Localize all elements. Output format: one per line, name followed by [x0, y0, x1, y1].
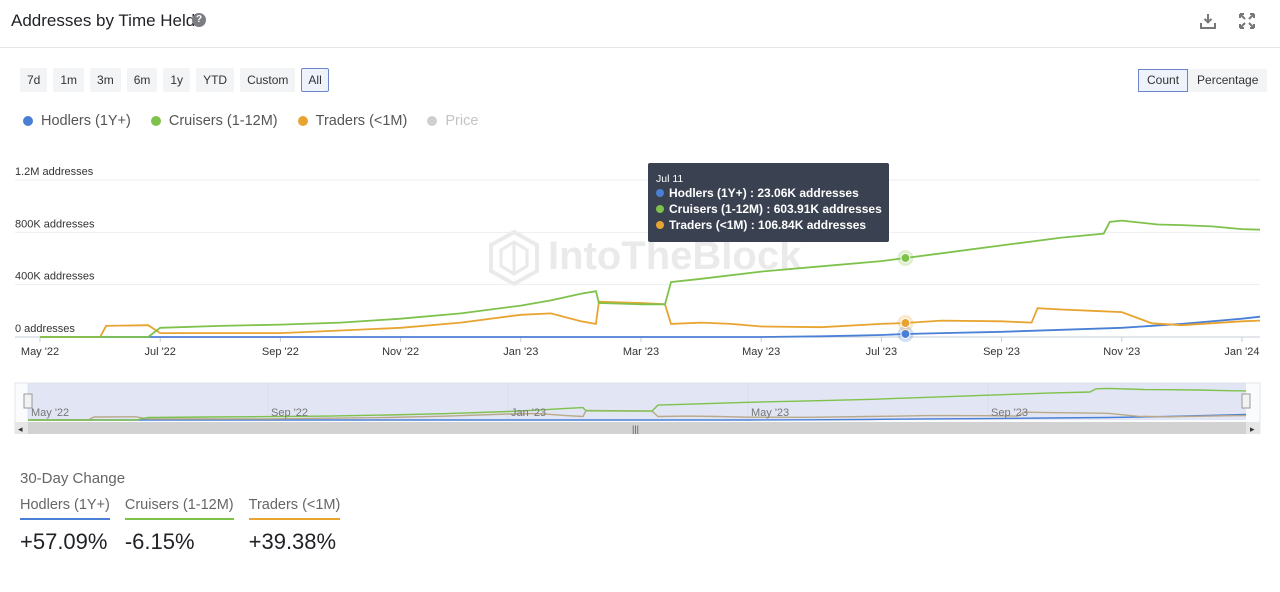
x-tick-label: Jul '23	[866, 346, 897, 358]
change-label-hodlers: Hodlers (1Y+)	[20, 497, 110, 520]
hover-point-cruisers	[900, 252, 911, 263]
range-custom-button[interactable]: Custom	[240, 68, 296, 92]
navigator-lines	[28, 387, 1247, 421]
legend-label-price: Price	[445, 113, 479, 129]
legend-dot-price	[427, 116, 438, 126]
series-line-traders	[40, 300, 1261, 338]
change-traders: Traders (<1M) +39.38%	[248, 497, 341, 555]
series-line-cruisers	[40, 219, 1261, 338]
tooltip-dot-cruisers	[656, 205, 664, 213]
range-ytd-button[interactable]: YTD	[196, 68, 235, 92]
legend-item-traders[interactable]: Traders (<1M)	[297, 113, 408, 129]
navigator-tick-label: Sep '22	[271, 407, 308, 419]
navigator-chart[interactable]: May '22 Sep '22 Jan '23 May '23 Sep '23 ◂ ▸ …	[0, 380, 1280, 438]
y-axis: 0 addresses 400K addresses 800K addresses 1…	[15, 166, 95, 335]
x-tick-label: Jan '24	[1224, 346, 1259, 358]
legend-dot-cruisers	[150, 116, 161, 126]
range-selector: 7d 1m 3m 6m 1y YTD Custom All	[20, 68, 329, 92]
x-tick-label: Jan '23	[503, 346, 538, 358]
tooltip-row-hodlers: Hodlers (1Y+) : 23.06K addresses	[656, 186, 859, 200]
x-axis: May '22 Jul '22 Sep '22 Nov '22 Jan '23 Mar '…	[21, 337, 1260, 358]
navigator-left-handle[interactable]	[23, 393, 33, 409]
x-tick-label: Nov '23	[1103, 346, 1140, 358]
help-icon[interactable]: ?	[192, 13, 206, 27]
y-tick-label: 1.2M addresses	[15, 166, 94, 178]
navigator-right-handle[interactable]	[1241, 393, 1251, 409]
scroll-right-arrow-icon[interactable]: ▸	[1250, 424, 1255, 434]
hover-point-hodlers	[900, 328, 911, 339]
navigator-tick-label: Jan '23	[511, 407, 546, 419]
page-title: Addresses by Time Held	[11, 11, 196, 30]
tooltip-text-cruisers: Cruisers (1-12M) : 603.91K addresses	[669, 202, 882, 216]
tooltip-dot-traders	[656, 221, 664, 229]
download-icon[interactable]	[1199, 12, 1217, 30]
thirty-day-changes: Hodlers (1Y+) +57.09% Cruisers (1-12M) -…	[20, 497, 341, 555]
navigator-tick-label: May '22	[31, 407, 69, 419]
chart-tooltip: Jul 11 Hodlers (1Y+) : 23.06K addresses …	[648, 163, 889, 242]
mode-selector: Count Percentage	[1138, 69, 1268, 92]
x-tick-label: Jul '22	[144, 346, 175, 358]
change-value-traders: +39.38%	[248, 529, 337, 554]
change-hodlers: Hodlers (1Y+) +57.09%	[20, 497, 110, 555]
tooltip-date: Jul 11	[656, 173, 684, 185]
tooltip-text-traders: Traders (<1M) : 106.84K addresses	[669, 218, 867, 232]
count-button[interactable]: Count	[1138, 69, 1189, 92]
tooltip-row-cruisers: Cruisers (1-12M) : 603.91K addresses	[656, 202, 882, 216]
tooltip-text-hodlers: Hodlers (1Y+) : 23.06K addresses	[669, 186, 859, 200]
expand-icon[interactable]	[1238, 12, 1256, 30]
range-7d-button[interactable]: 7d	[20, 68, 48, 92]
range-all-button[interactable]: All	[301, 68, 329, 92]
range-6m-button[interactable]: 6m	[126, 68, 158, 92]
hover-point-traders	[900, 318, 911, 329]
tooltip-dot-hodlers	[656, 189, 664, 197]
hover-markers	[897, 249, 914, 342]
legend-label-cruisers: Cruisers (1-12M)	[168, 113, 278, 129]
navigator-line-traders	[28, 409, 1247, 421]
x-tick-label: May '22	[21, 346, 59, 358]
change-value-hodlers: +57.09%	[20, 529, 108, 554]
navigator-tick-label: May '23	[751, 407, 789, 419]
y-tick-label: 400K addresses	[15, 271, 95, 283]
series-line-hodlers	[40, 315, 1261, 338]
change-label-cruisers: Cruisers (1-12M)	[124, 497, 234, 520]
percentage-button[interactable]: Percentage	[1188, 69, 1268, 92]
y-tick-label: 800K addresses	[15, 218, 95, 230]
navigator-ticks: May '22 Sep '22 Jan '23 May '23 Sep '23	[31, 407, 1028, 419]
chart-legend: Hodlers (1Y+) Cruisers (1-12M) Traders (…	[23, 113, 478, 129]
range-3m-button[interactable]: 3m	[90, 68, 121, 92]
range-1m-button[interactable]: 1m	[53, 68, 85, 92]
x-tick-label: May '23	[742, 346, 780, 358]
navigator-line-cruisers	[28, 387, 1247, 421]
y-tick-label: 0 addresses	[15, 323, 75, 335]
x-tick-label: Sep '23	[983, 346, 1020, 358]
legend-dot-hodlers	[23, 116, 33, 126]
range-1y-button[interactable]: 1y	[163, 68, 191, 92]
navigator-scrollbar-thumb[interactable]	[28, 422, 1246, 434]
series-lines	[40, 219, 1261, 338]
navigator-tick-label: Sep '23	[991, 407, 1028, 419]
x-tick-label: Nov '22	[382, 346, 419, 358]
tooltip-row-traders: Traders (<1M) : 106.84K addresses	[656, 218, 866, 232]
legend-item-price[interactable]: Price	[427, 113, 478, 129]
legend-label-traders: Traders (<1M)	[315, 113, 408, 129]
x-tick-label: Mar '23	[623, 346, 659, 358]
change-cruisers: Cruisers (1-12M) -6.15%	[124, 497, 234, 555]
scrollbar-grip-icon[interactable]: |||	[632, 424, 639, 434]
x-tick-label: Sep '22	[262, 346, 299, 358]
panel-header: Addresses by Time Held ?	[0, 0, 1280, 48]
navigator-selection[interactable]	[28, 383, 1246, 420]
legend-label-hodlers: Hodlers (1Y+)	[41, 113, 131, 129]
scroll-left-arrow-icon[interactable]: ◂	[18, 424, 23, 434]
legend-item-hodlers[interactable]: Hodlers (1Y+)	[23, 113, 131, 129]
legend-dot-traders	[297, 116, 308, 126]
thirty-day-title: 30-Day Change	[20, 470, 126, 487]
legend-item-cruisers[interactable]: Cruisers (1-12M)	[150, 113, 278, 129]
change-value-cruisers: -6.15%	[124, 529, 195, 554]
change-label-traders: Traders (<1M)	[248, 497, 341, 520]
